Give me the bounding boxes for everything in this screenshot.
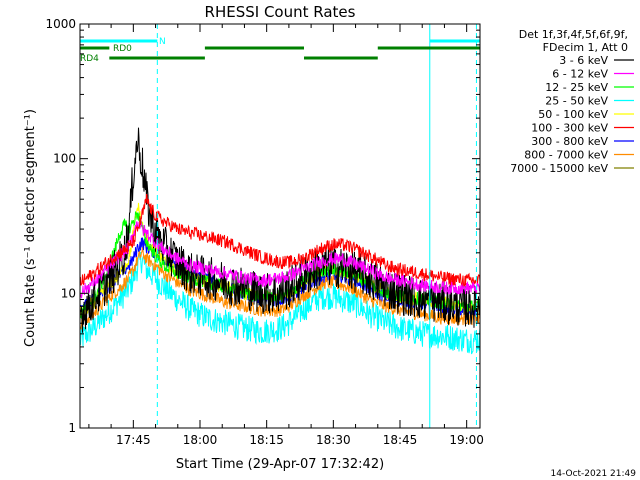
state-label-rd0: RD0: [113, 44, 132, 54]
legend-label: 100 - 300 keV: [531, 122, 608, 135]
series-line-100-300-kev: [79, 193, 481, 287]
legend-label: 7000 - 15000 keV: [510, 162, 608, 175]
legend-label: 25 - 50 keV: [545, 95, 608, 108]
state-label-n: N: [159, 37, 166, 47]
y-tick-label: 1: [68, 421, 76, 435]
legend-label: 3 - 6 keV: [559, 54, 608, 67]
x-tick-label: 17:45: [116, 433, 151, 447]
y-axis-label: Count Rate (s⁻¹ detector segment⁻¹): [23, 109, 38, 347]
x-tick-label: 18:45: [383, 433, 418, 447]
x-axis-label: Start Time (29-Apr-07 17:32:42): [176, 457, 384, 472]
y-tick-label: 1000: [45, 17, 76, 31]
y-tick-label: 100: [53, 152, 76, 166]
chart-title: RHESSI Count Rates: [205, 3, 356, 21]
series-line-3-6-kev: [79, 127, 481, 333]
y-tick-label: 10: [61, 286, 76, 300]
data-layer: [79, 127, 481, 355]
legend-label: 800 - 7000 keV: [524, 149, 608, 162]
legend-label: 6 - 12 keV: [552, 68, 608, 81]
legend-header-line: Det 1f,3f,4f,5f,6f,9f,: [519, 28, 628, 41]
state-label-rd4: RD4: [80, 54, 99, 64]
plot-frame: [79, 23, 481, 429]
series-line-25-50-kev: [79, 249, 481, 355]
legend: Det 1f,3f,4f,5f,6f,9f,FDecim 1, Att 03 -…: [510, 28, 634, 175]
x-tick-label: 19:00: [449, 433, 484, 447]
legend-label: 50 - 100 keV: [538, 108, 608, 121]
legend-header-line: FDecim 1, Att 0: [543, 41, 628, 54]
timestamp: 14-Oct-2021 21:49: [551, 469, 637, 479]
axes-layer: 1 10 100 1000 17:45 18:00 18:15 18:30 18:45 19:00: [45, 17, 484, 447]
x-tick-label: 18:15: [249, 433, 284, 447]
legend-label: 12 - 25 keV: [545, 81, 608, 94]
legend-label: 300 - 800 keV: [531, 135, 608, 148]
x-tick-label: 18:00: [183, 433, 218, 447]
state-bar-layer: N RD0 RD4: [79, 24, 480, 428]
series-line-800-7000-kev: [79, 246, 481, 330]
x-tick-label: 18:30: [316, 433, 351, 447]
series-line-6-12-kev: [79, 220, 481, 299]
